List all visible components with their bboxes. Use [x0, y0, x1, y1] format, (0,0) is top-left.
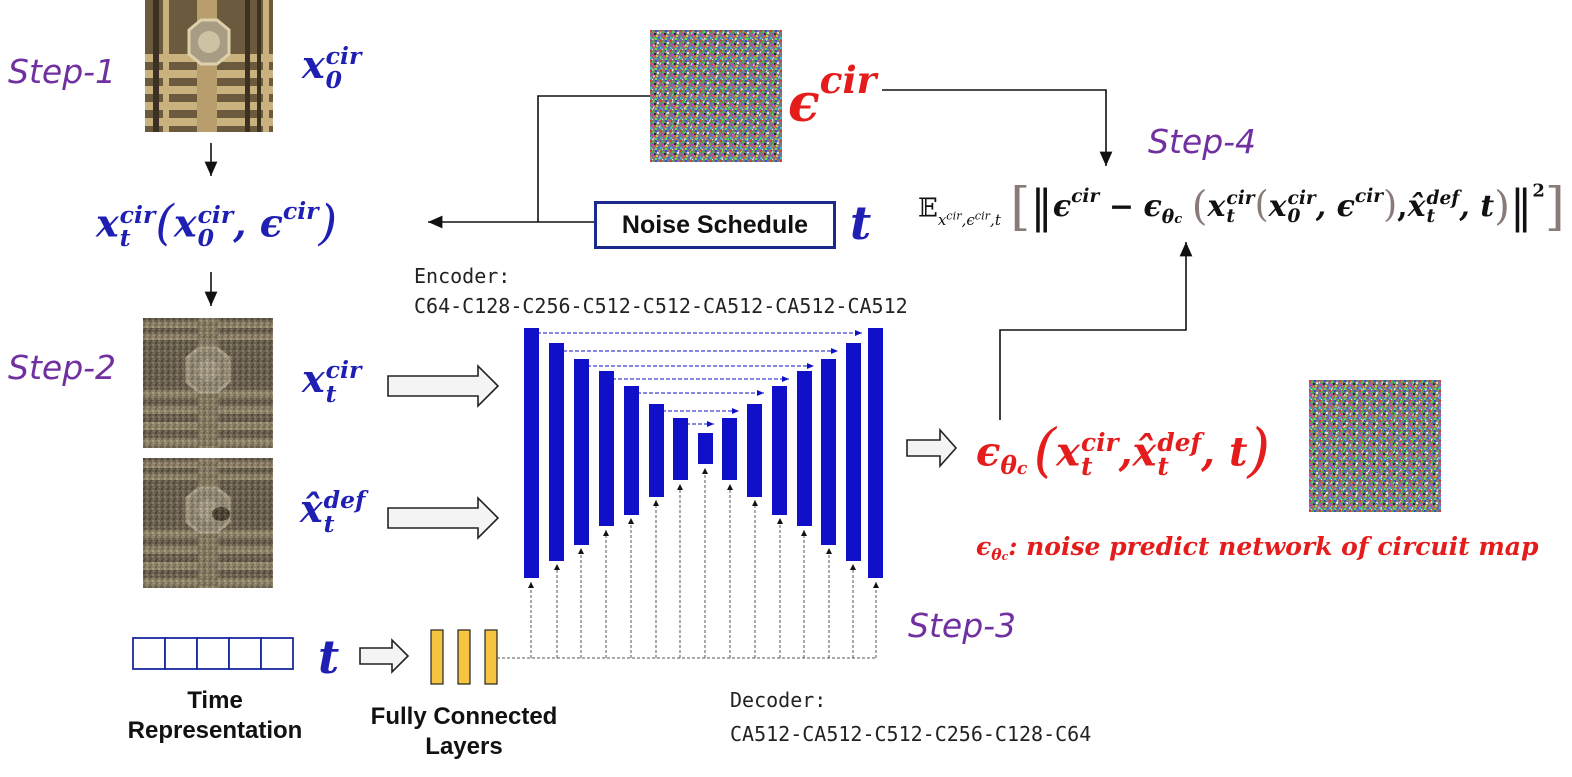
encoder-layers: C64-C128-C256-C512-C512-CA512-CA512-CA51… [414, 294, 908, 318]
fully-connected-bars [430, 629, 498, 685]
xt-forward-expression: x cir t (x cir 0, ϵcir) [96, 196, 338, 253]
decoder-title: Decoder: [730, 688, 827, 712]
unet-bars [524, 328, 883, 578]
hollow-arrow-t [359, 638, 410, 674]
fully-connected-label: Fully Connected Layers [370, 703, 558, 760]
step-4-label: Step-4 [1148, 122, 1257, 161]
expectation-symbol: 𝔼 [918, 193, 938, 224]
loss-expression: 𝔼xcir,ϵcir,t [‖ϵcir − ϵθc (x cir t (x cir 0, … [918, 178, 1565, 237]
noise-image-predicted [1309, 380, 1441, 512]
time-representation-cells [132, 637, 294, 670]
eps-to-loss-line [882, 89, 1113, 166]
noise-schedule-box: Noise Schedule [594, 201, 836, 249]
xt-cir-label: x cir t [302, 355, 362, 408]
step-3-label: Step-3 [908, 606, 1017, 645]
eps-cir-label: ϵcir [788, 58, 877, 135]
network-legend-text: : noise predict network of circuit map [1008, 532, 1539, 561]
t-label-schedule: t [850, 196, 872, 250]
xt-def-label: x̂ def t [300, 485, 366, 538]
decoder-layers: CA512-CA512-C512-C256-C128-C64 [730, 722, 1092, 746]
hollow-arrow-xdef [387, 496, 500, 540]
hollow-arrow-output [906, 427, 958, 469]
clean-circuit-image [145, 0, 273, 132]
t-label-time: t [318, 630, 340, 684]
prediction-to-loss-line [999, 241, 1193, 420]
noise-to-xt-line [537, 95, 650, 222]
network-legend: ϵθc: noise predict network of circuit ma… [976, 532, 1539, 565]
hollow-arrow-xt [387, 364, 500, 408]
predicted-noise-expression: ϵθc (x cir t ,x̂ def t, t) [976, 416, 1271, 484]
step-1-label: Step-1 [8, 52, 117, 91]
noise-image-top [650, 30, 782, 162]
x0-cir-label: x cir 0 [302, 41, 362, 94]
time-representation-label: Time Representation [127, 687, 303, 744]
encoder-title: Encoder: [414, 264, 511, 288]
step-2-label: Step-2 [8, 348, 117, 387]
noise-schedule-label: Noise Schedule [621, 210, 809, 239]
noisy-defect-image [143, 458, 273, 588]
noisy-circuit-image [143, 318, 273, 448]
